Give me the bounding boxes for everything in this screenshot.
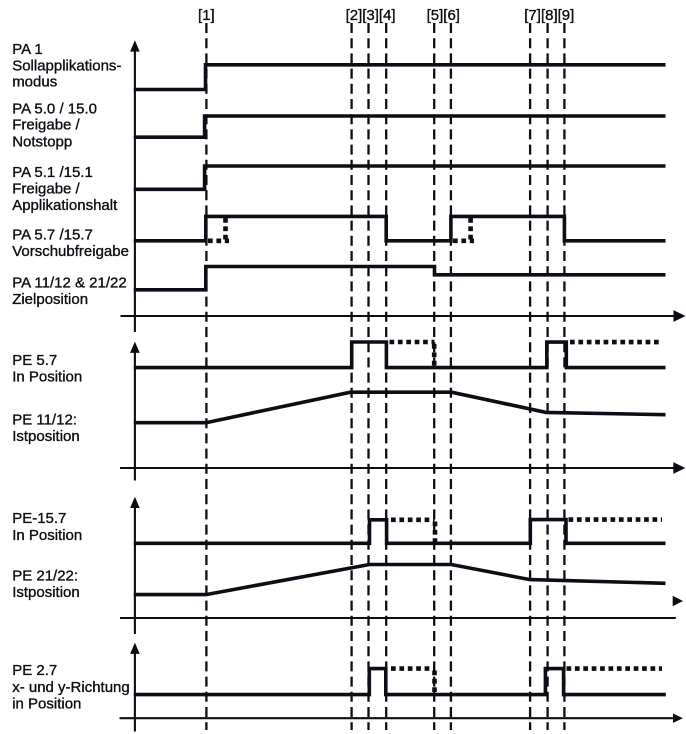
svg-text:PE-15.7: PE-15.7 bbox=[12, 510, 66, 527]
svg-text:In Position: In Position bbox=[12, 369, 82, 386]
svg-text:[2][3][4]: [2][3][4] bbox=[346, 7, 396, 24]
svg-text:Freigabe /: Freigabe / bbox=[12, 180, 80, 197]
svg-text:Freigabe /: Freigabe / bbox=[12, 117, 80, 134]
svg-text:PA 5.1 /15.1: PA 5.1 /15.1 bbox=[12, 164, 93, 181]
svg-text:Notstopp: Notstopp bbox=[12, 133, 72, 150]
svg-text:PE 21/22:: PE 21/22: bbox=[12, 567, 78, 584]
svg-text:modus: modus bbox=[12, 74, 57, 91]
svg-text:In Position: In Position bbox=[12, 527, 82, 544]
svg-text:PE 11/12:: PE 11/12: bbox=[12, 411, 77, 428]
svg-text:Zielposition: Zielposition bbox=[12, 291, 88, 308]
svg-text:x- und y-Richtung: x- und y-Richtung bbox=[12, 679, 130, 696]
svg-text:PA 11/12 & 21/22: PA 11/12 & 21/22 bbox=[12, 275, 127, 292]
svg-text:PE 5.7: PE 5.7 bbox=[12, 352, 57, 369]
svg-text:Istposition: Istposition bbox=[12, 428, 80, 445]
svg-text:Applikationshalt: Applikationshalt bbox=[12, 197, 118, 214]
svg-text:PA 5.7 /15.7: PA 5.7 /15.7 bbox=[12, 227, 93, 244]
svg-text:[7][8][9]: [7][8][9] bbox=[524, 7, 574, 24]
svg-text:PA 1: PA 1 bbox=[12, 41, 43, 58]
svg-text:[5][6]: [5][6] bbox=[427, 7, 460, 24]
svg-text:PE 2.7: PE 2.7 bbox=[12, 662, 57, 679]
svg-text:Istposition: Istposition bbox=[12, 584, 80, 601]
svg-text:PA 5.0 / 15.0: PA 5.0 / 15.0 bbox=[12, 100, 97, 117]
svg-text:in Position: in Position bbox=[12, 696, 81, 713]
svg-text:Vorschubfreigabe: Vorschubfreigabe bbox=[12, 243, 129, 260]
svg-text:Sollapplikations-: Sollapplikations- bbox=[12, 57, 121, 74]
svg-text:[1]: [1] bbox=[198, 7, 215, 24]
